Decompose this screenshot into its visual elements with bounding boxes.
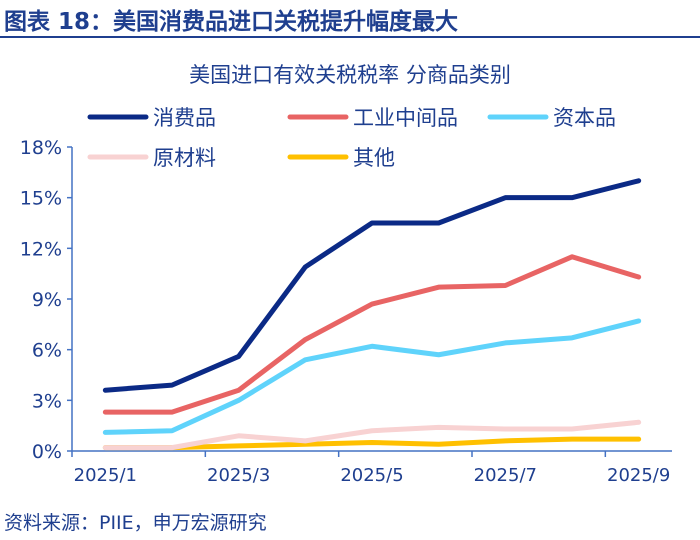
y-tick-label: 6% [32, 340, 62, 362]
x-tick-label: 2025/7 [474, 465, 537, 486]
legend-label: 工业中间品 [353, 106, 458, 130]
series-line-5 [102, 436, 642, 451]
series-line-4 [102, 419, 642, 451]
legend-label: 原材料 [153, 146, 216, 170]
legend-label: 其他 [353, 146, 395, 170]
figure-title: 图表 18：美国消费品进口关税提升幅度最大 [4, 9, 459, 35]
series-line-2 [102, 254, 642, 415]
y-tick-label: 15% [20, 188, 62, 210]
legend-label: 资本品 [553, 106, 616, 130]
x-tick-label: 2025/9 [607, 465, 670, 486]
y-tick-label: 3% [32, 390, 62, 412]
source-note: 资料来源：PIIE，申万宏源研究 [4, 512, 267, 534]
y-tick-label: 12% [20, 238, 62, 260]
title-divider [0, 36, 700, 38]
y-tick-label: 18% [20, 137, 62, 159]
legend-label: 消费品 [153, 106, 216, 130]
y-tick-label: 0% [32, 441, 62, 463]
chart-title: 美国进口有效关税税率 分商品类别 [189, 63, 511, 87]
x-tick-label: 2025/1 [74, 465, 137, 486]
y-tick-label: 9% [32, 289, 62, 311]
series-line-1 [102, 178, 642, 393]
series-line-3 [102, 318, 642, 435]
x-tick-label: 2025/3 [207, 465, 270, 486]
axes: 0% 3% 6% 9% 12% 15% 18% 2025/1 2025/3 2025/5 2025/… [20, 137, 672, 486]
x-tick-label: 2025/5 [340, 465, 403, 486]
series-lines [102, 178, 642, 451]
